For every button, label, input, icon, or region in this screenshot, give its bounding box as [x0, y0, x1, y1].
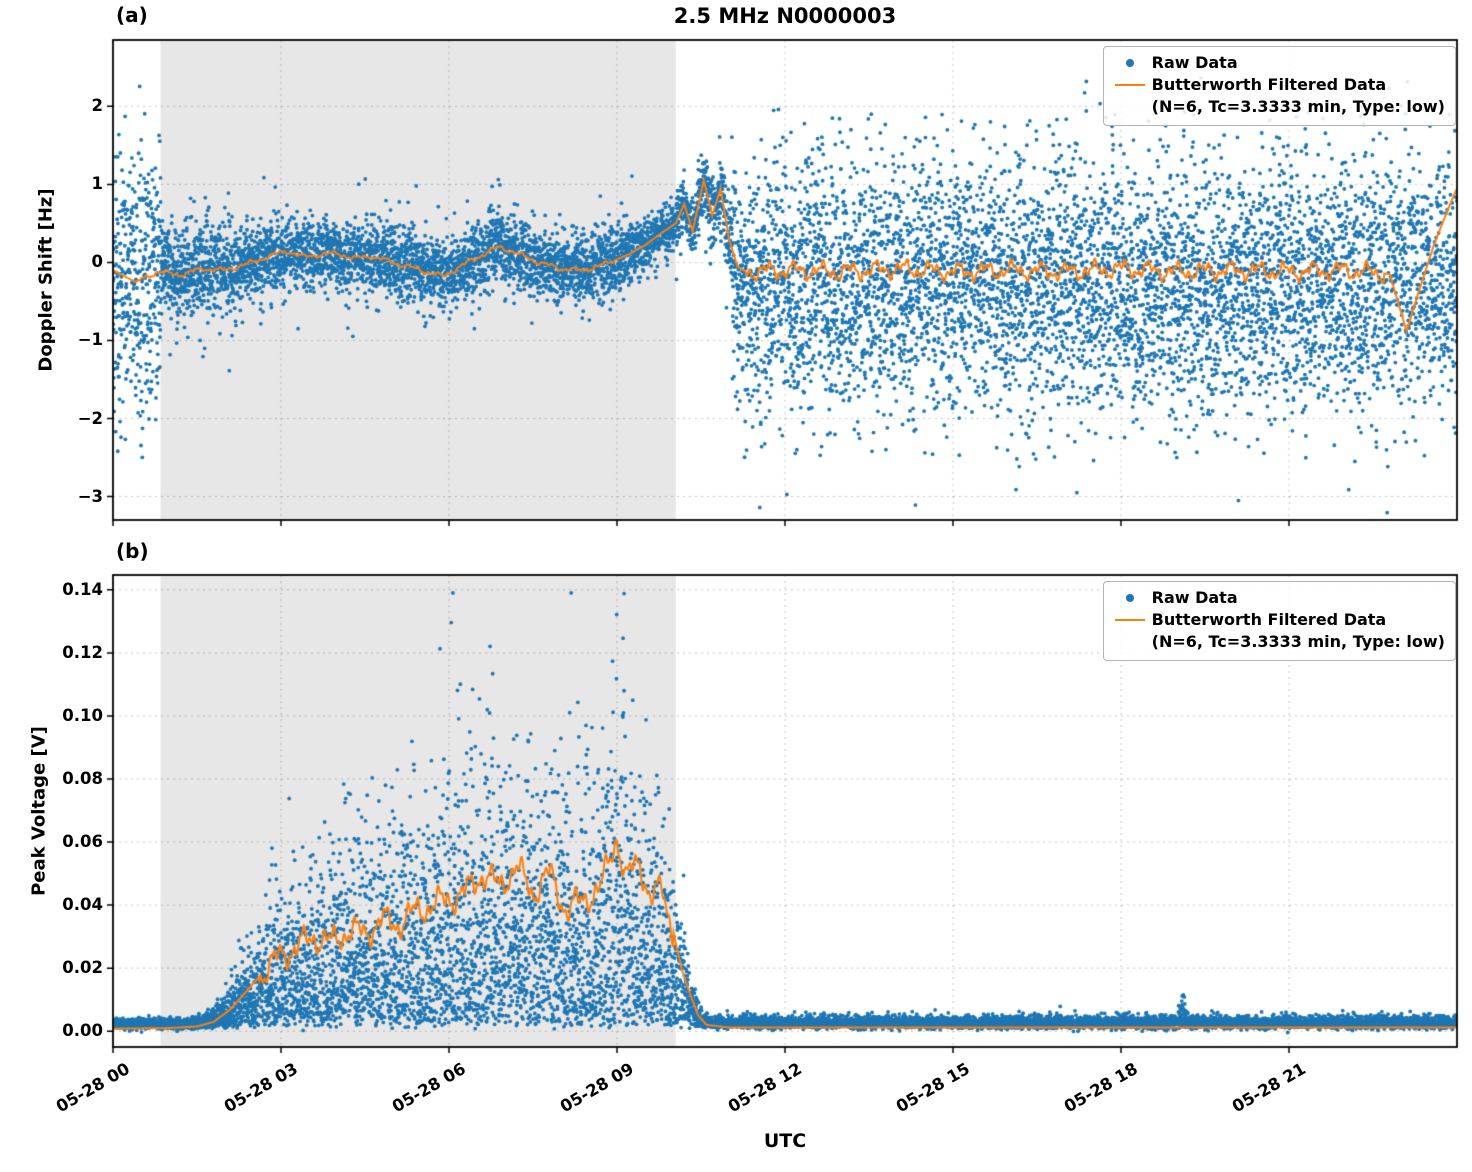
- x-tick-label: 05-28 00: [52, 1059, 133, 1117]
- x-tick-label: 05-28 15: [892, 1059, 973, 1117]
- y-tick-label-a: −3: [77, 486, 103, 506]
- panel-a-label: (a): [116, 3, 148, 27]
- y-tick-label-b: 0.00: [62, 1021, 103, 1041]
- legend-filtered-label: Butterworth Filtered Data (N=6, Tc=3.333…: [1152, 609, 1445, 653]
- y-tick-label-a: 1: [91, 174, 103, 194]
- x-tick-label: 05-28 21: [1228, 1059, 1309, 1117]
- filtered-line-marker-icon: [1114, 619, 1145, 621]
- legend-row-filtered: Butterworth Filtered Data (N=6, Tc=3.333…: [1108, 609, 1445, 653]
- x-tick-label: 05-28 06: [388, 1059, 469, 1117]
- filtered-line-marker-icon: [1114, 84, 1145, 86]
- y-tick-label-a: −1: [77, 330, 103, 350]
- x-tick-label: 05-28 09: [556, 1059, 637, 1117]
- panel-b-label: (b): [116, 539, 149, 563]
- legend-filtered-label: Butterworth Filtered Data (N=6, Tc=3.333…: [1152, 74, 1445, 118]
- legend-filtered-label-line1: Butterworth Filtered Data: [1151, 610, 1387, 629]
- legend-panel-b: Raw Data Butterworth Filtered Data (N=6,…: [1102, 581, 1456, 661]
- x-tick-label: 05-28 03: [220, 1059, 301, 1117]
- raw-data-marker-icon: [1125, 594, 1134, 602]
- x-tick-label: 05-28 18: [1060, 1059, 1141, 1117]
- legend-row-raw: Raw Data: [1108, 52, 1445, 74]
- y-tick-label-b: 0.14: [62, 579, 103, 599]
- y-tick-label-b: 0.10: [62, 705, 103, 725]
- legend-filtered-label-line1: Butterworth Filtered Data: [1151, 75, 1387, 94]
- y-tick-label-b: 0.04: [62, 895, 103, 915]
- raw-data-marker-icon: [1125, 59, 1134, 67]
- y-axis-label-voltage: Peak Voltage [V]: [28, 726, 50, 896]
- y-tick-label-a: 0: [91, 252, 103, 272]
- legend-panel-a: Raw Data Butterworth Filtered Data (N=6,…: [1102, 46, 1456, 126]
- legend-marker-cell: [1108, 74, 1152, 96]
- y-axis-label-doppler: Doppler Shift [Hz]: [35, 188, 57, 372]
- y-tick-label-b: 0.02: [62, 958, 103, 978]
- y-tick-label-a: −2: [77, 408, 103, 428]
- y-tick-label-a: 2: [91, 96, 103, 116]
- x-axis-label: UTC: [763, 1130, 807, 1152]
- legend-row-filtered: Butterworth Filtered Data (N=6, Tc=3.333…: [1108, 74, 1445, 118]
- y-tick-label-b: 0.12: [62, 642, 103, 662]
- legend-marker-cell: [1108, 609, 1152, 631]
- legend-marker-cell: [1108, 587, 1152, 609]
- y-tick-label-b: 0.06: [62, 832, 103, 852]
- x-tick-label: 05-28 12: [724, 1059, 805, 1117]
- legend-raw-label: Raw Data: [1151, 53, 1238, 72]
- chart-title: 2.5 MHz N0000003: [673, 4, 897, 28]
- legend-raw-label: Raw Data: [1151, 588, 1238, 607]
- legend-row-raw: Raw Data: [1108, 587, 1445, 609]
- legend-marker-cell: [1108, 52, 1152, 74]
- legend-filtered-label-line2: (N=6, Tc=3.3333 min, Type: low): [1151, 97, 1445, 116]
- legend-filtered-label-line2: (N=6, Tc=3.3333 min, Type: low): [1151, 632, 1445, 651]
- y-tick-label-b: 0.08: [62, 768, 103, 788]
